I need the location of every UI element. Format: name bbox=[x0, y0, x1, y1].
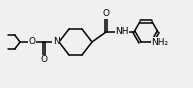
Text: O: O bbox=[29, 37, 36, 46]
Text: NH: NH bbox=[115, 27, 129, 37]
Text: NH₂: NH₂ bbox=[152, 38, 168, 47]
Text: N: N bbox=[53, 37, 59, 46]
Text: O: O bbox=[41, 56, 47, 65]
Text: O: O bbox=[102, 10, 109, 18]
